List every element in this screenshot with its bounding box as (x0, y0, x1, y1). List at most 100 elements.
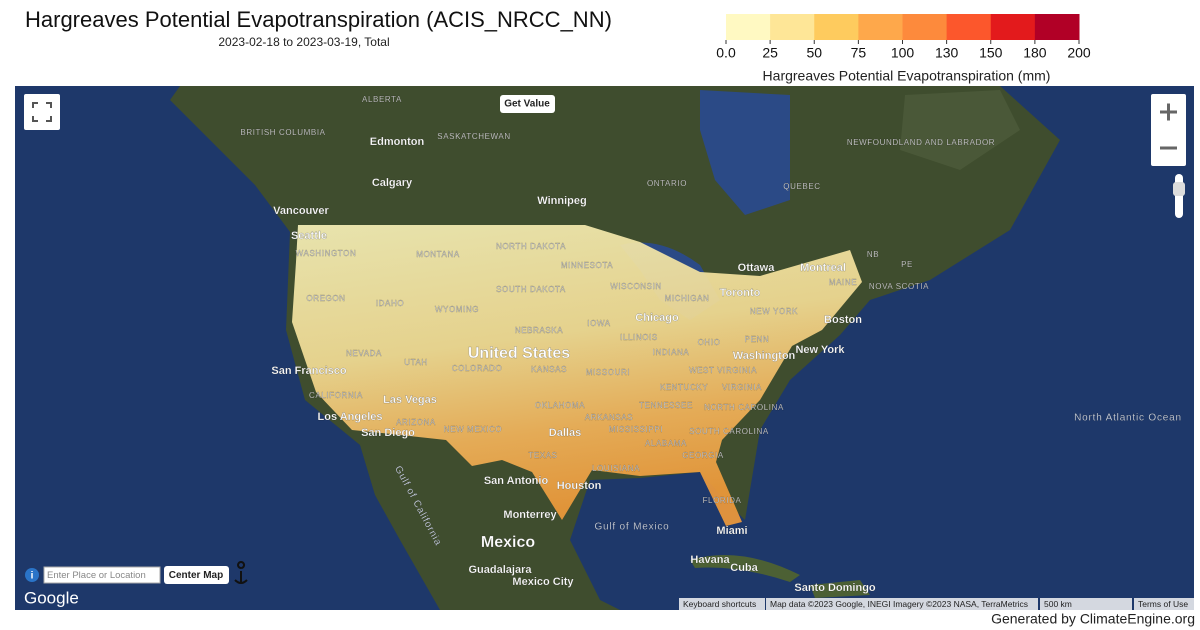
map-label: SASKATCHEWAN (437, 132, 510, 141)
title: Hargreaves Potential Evapotranspiration … (25, 7, 612, 32)
pegman[interactable] (234, 561, 248, 584)
search-box (43, 566, 161, 584)
hudson-bay (700, 90, 790, 215)
map-label: Toronto (720, 287, 761, 299)
center-map-text: Center Map (169, 570, 223, 581)
footer: Generated by ClimateEngine.org (991, 611, 1195, 627)
attribution-box (766, 598, 1038, 610)
legend-tick-label: 100 (891, 45, 915, 61)
map-label: FLORIDA (703, 496, 742, 505)
google-logo: Google (24, 588, 79, 607)
map-label: Montreal (800, 262, 846, 274)
map-label: New York (795, 344, 845, 356)
map-label: TENNESSEE (639, 401, 693, 410)
map-label: LOUISIANA (592, 464, 640, 473)
map-label: WEST VIRGINIA (689, 366, 757, 375)
map-label: San Francisco (271, 365, 346, 377)
map-label: Washington (733, 350, 796, 362)
legend-tick-label: 75 (851, 45, 867, 61)
map-label: WISCONSIN (610, 282, 662, 291)
map-label: Dallas (549, 427, 581, 439)
legend-swatch (814, 14, 859, 40)
map-label: Las Vegas (383, 394, 437, 406)
map-label: Monterrey (503, 509, 557, 521)
legend-swatch (990, 14, 1036, 40)
map-label: Los Angeles (318, 411, 383, 423)
map-label: NORTH DAKOTA (496, 242, 566, 251)
map-label: NEW YORK (750, 307, 798, 316)
zoom-handle[interactable] (1173, 182, 1185, 196)
attribution: Keyboard shortcuts Map data ©2023 Google,… (679, 598, 1194, 610)
map-label: KANSAS (531, 365, 567, 374)
attribution-text: Keyboard shortcuts (683, 599, 756, 609)
attribution-text: Map data ©2023 Google, INEGI Imagery ©20… (770, 599, 1028, 609)
map-label: CALIFORNIA (309, 391, 363, 400)
map-label: San Diego (361, 427, 415, 439)
get-value-button[interactable]: Get Value (500, 95, 555, 113)
map-label: Santo Domingo (794, 582, 876, 594)
map-label: MINNESOTA (561, 261, 613, 270)
map-label: PE (901, 260, 913, 269)
cuba-land (690, 555, 800, 582)
map-label: GEORGIA (682, 451, 724, 460)
map-label: WASHINGTON (296, 249, 357, 258)
center-map-button[interactable]: Center Map (164, 566, 229, 584)
legend-tick-label: 150 (979, 45, 1003, 61)
legend-label: Hargreaves Potential Evapotranspiration … (763, 68, 1051, 84)
map-label: NEBRASKA (515, 326, 563, 335)
map-label: Mexico City (512, 576, 574, 588)
legend-swatch (1034, 14, 1080, 40)
attribution-text: 500 km (1044, 599, 1072, 609)
legend-swatch (858, 14, 903, 40)
map-label: ARKANSAS (585, 413, 633, 422)
fullscreen-button[interactable] (24, 94, 60, 130)
fullscreen-box (24, 94, 60, 130)
zoom-box (1151, 94, 1186, 166)
map-label: NEW MEXICO (444, 425, 502, 434)
map-label: NORTH CAROLINA (704, 403, 784, 412)
labrador (900, 90, 1020, 170)
map-label: Havana (690, 554, 730, 566)
fullscreen-icon (32, 102, 52, 122)
map-label: PENN (745, 335, 770, 344)
map-label: BRITISH COLUMBIA (240, 128, 325, 137)
map-label: MICHIGAN (665, 294, 710, 303)
legend: 0.0 25 50 75 100 130 150 180 200 Hargreaves Poten… (716, 14, 1091, 84)
map-label: OKLAHOMA (535, 401, 585, 410)
map-label: ARIZONA (396, 418, 436, 427)
map-label: COLORADO (452, 364, 503, 373)
legend-tick-label: 130 (935, 45, 959, 61)
zoom-in[interactable] (1160, 103, 1177, 121)
center-map-box (164, 566, 229, 584)
info-icon[interactable] (25, 568, 39, 582)
search-input[interactable]: Enter Place or Location (43, 566, 161, 584)
map-label: WYOMING (435, 305, 479, 314)
map-label: Boston (824, 314, 862, 326)
legend-swatch (902, 14, 948, 40)
legend-tick-label: 25 (762, 45, 778, 61)
map-label: OREGON (306, 294, 345, 303)
get-value-text: Get Value (504, 99, 550, 110)
map-label: SOUTH DAKOTA (496, 285, 566, 294)
map-label: San Antonio (484, 475, 549, 487)
map-label: Chicago (635, 312, 679, 324)
map-label: Calgary (372, 177, 413, 189)
map-label: Houston (557, 480, 602, 492)
attribution-box (679, 598, 765, 610)
map-label: NEVADA (346, 349, 382, 358)
map-label: MONTANA (416, 250, 460, 259)
legend-tick-label: 200 (1067, 45, 1091, 61)
map-label: NEWFOUNDLAND AND LABRADOR (847, 138, 995, 147)
attribution-text: Terms of Use (1138, 599, 1188, 609)
attribution-box (1134, 598, 1194, 610)
map-label: Mexico (481, 534, 535, 551)
map-label: Gulf of Mexico (594, 522, 669, 533)
legend-swatch (726, 14, 771, 40)
map-label: QUEBEC (783, 182, 820, 191)
subtitle: 2023-02-18 to 2023-03-19, Total (218, 35, 389, 49)
map-label: MAINE (829, 278, 857, 287)
map-label: MISSISSIPPI (609, 425, 663, 434)
map-label: Seattle (291, 230, 327, 242)
map-label: NB (867, 250, 879, 259)
